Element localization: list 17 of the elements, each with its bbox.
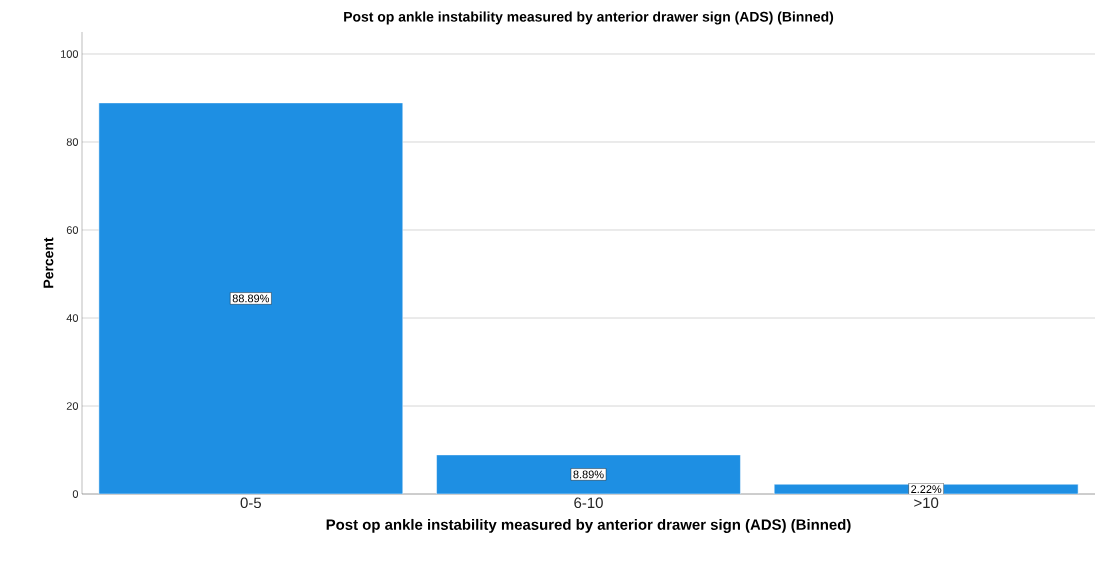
y-tick-label: 0 [72, 490, 79, 498]
x-tick-label: 0-5 [240, 497, 262, 509]
bar [98, 102, 404, 494]
x-tick-label: 6-10 [574, 497, 603, 509]
data-label: 8.89% [573, 470, 604, 479]
chart-title: Post op ankle instability measured by anterior drawer sign (ADS) (Binned) [344, 11, 834, 25]
data-label: 88.89% [232, 294, 270, 303]
y-tick-label: 60 [66, 226, 79, 234]
y-axis-title: Percent [43, 237, 54, 288]
bar [436, 454, 741, 494]
data-label: 2.22% [911, 485, 942, 493]
y-tick-label: 80 [66, 138, 79, 146]
x-tick-label: >10 [914, 497, 939, 509]
y-tick-label: 40 [66, 314, 79, 322]
y-tick-label: 100 [61, 50, 79, 58]
x-axis-title: Post op ankle instability measured by anterior drawer sign (ADS) (Binned) [326, 518, 851, 533]
y-tick-label: 20 [66, 402, 79, 410]
